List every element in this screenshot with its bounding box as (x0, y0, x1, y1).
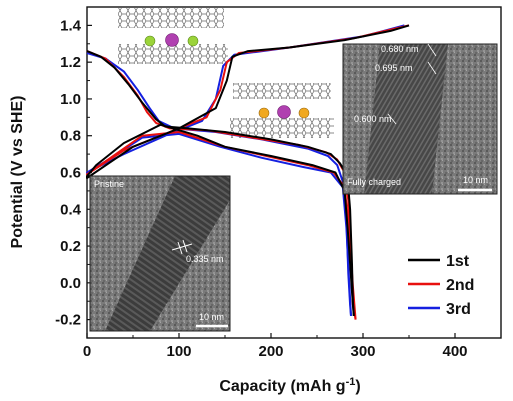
y-tick-label: 0.4 (60, 201, 82, 218)
x-axis-ticks: 0 100 200 300 400 (83, 333, 468, 360)
inset-charged-label: Fully charged (347, 177, 401, 187)
inset-charged-spacing-3: 0.600 nm (354, 114, 392, 124)
y-axis-label: Potential (V vs SHE) (9, 96, 26, 249)
y-tick-label: 0.0 (60, 275, 81, 292)
y-tick-label: 0.6 (60, 165, 81, 182)
schematic-structure-2 (230, 83, 334, 138)
inset-charged-spacing-2: 0.695 nm (375, 63, 413, 73)
data-curves (86, 24, 410, 320)
x-axis-label-end: ) (355, 378, 360, 395)
series-1st-discharge-line (86, 50, 355, 316)
y-tick-label: 0.8 (60, 128, 81, 145)
x-tick-label: 400 (442, 343, 467, 360)
y-axis-ticks: -0.2 0.0 0.2 0.4 0.6 0.8 1.0 1.2 1.4 (55, 17, 92, 329)
inset-charged-spacing-1: 0.680 nm (381, 44, 419, 54)
x-axis-label: Capacity (mAh g-1) (219, 376, 360, 395)
legend-label-3rd: 3rd (446, 301, 471, 318)
y-tick-label: 0.2 (60, 238, 81, 255)
inset-tem-pristine: Pristine 0.335 nm 10 nm (89, 175, 231, 332)
y-tick-label: 1.0 (60, 91, 81, 108)
x-axis-label-superscript: -1 (346, 376, 356, 388)
y-tick-label: 1.4 (60, 17, 82, 34)
x-tick-label: 100 (166, 343, 191, 360)
legend-label-1st: 1st (446, 253, 470, 270)
legend-label-2nd: 2nd (446, 277, 474, 294)
x-tick-label: 200 (258, 343, 283, 360)
y-tick-label: 1.2 (60, 54, 81, 71)
inset-pristine-label: Pristine (94, 179, 124, 189)
inset-tem-charged: Fully charged 0.680 nm 0.695 nm 0.600 nm… (342, 43, 498, 195)
x-tick-label: 300 (350, 343, 375, 360)
inset-charged-scale: 10 nm (463, 175, 488, 185)
y-tick-label: -0.2 (55, 312, 81, 329)
series-1st-charge-line (86, 24, 410, 316)
legend: 1st 2nd 3rd (408, 253, 474, 318)
inset-pristine-scale: 10 nm (199, 312, 224, 322)
inset-pristine-spacing: 0.335 nm (186, 254, 224, 264)
x-tick-label: 0 (83, 343, 91, 360)
schematic-structure-1 (118, 8, 228, 64)
x-axis-label-main: Capacity (mAh g (219, 378, 345, 395)
